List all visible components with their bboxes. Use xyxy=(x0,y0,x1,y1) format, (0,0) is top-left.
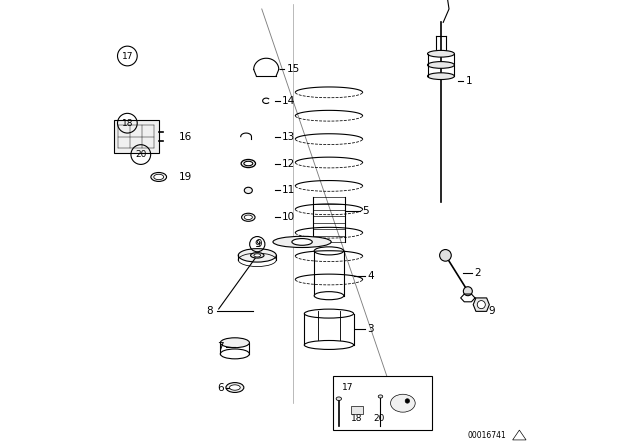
Ellipse shape xyxy=(428,51,454,57)
Text: 4: 4 xyxy=(367,271,374,280)
Ellipse shape xyxy=(244,187,252,194)
Circle shape xyxy=(477,301,485,309)
Bar xyxy=(351,406,362,414)
Text: 5: 5 xyxy=(362,206,369,215)
Text: 12: 12 xyxy=(282,159,295,168)
FancyBboxPatch shape xyxy=(114,120,159,153)
Text: 15: 15 xyxy=(287,65,300,74)
Text: 17: 17 xyxy=(122,52,133,60)
Ellipse shape xyxy=(292,238,312,246)
Text: 7: 7 xyxy=(217,342,224,352)
Text: 11: 11 xyxy=(282,185,295,195)
Text: 17: 17 xyxy=(342,383,354,392)
Ellipse shape xyxy=(254,254,260,257)
Ellipse shape xyxy=(244,161,253,166)
Text: 3: 3 xyxy=(367,324,374,334)
Text: 14: 14 xyxy=(282,96,295,106)
Text: 13: 13 xyxy=(282,132,295,142)
Ellipse shape xyxy=(336,397,342,401)
Ellipse shape xyxy=(378,395,383,398)
Ellipse shape xyxy=(244,215,252,220)
Ellipse shape xyxy=(220,338,250,348)
Circle shape xyxy=(463,287,472,296)
Text: 8: 8 xyxy=(206,306,212,316)
Circle shape xyxy=(440,250,451,261)
Ellipse shape xyxy=(305,340,354,349)
Polygon shape xyxy=(473,298,490,311)
Ellipse shape xyxy=(428,73,454,80)
Text: 9: 9 xyxy=(488,306,495,316)
Ellipse shape xyxy=(226,383,244,392)
Polygon shape xyxy=(513,430,526,440)
Ellipse shape xyxy=(273,237,332,247)
Circle shape xyxy=(405,399,410,403)
Bar xyxy=(333,376,432,430)
Text: 10: 10 xyxy=(282,212,295,222)
Text: 6: 6 xyxy=(217,383,224,392)
Ellipse shape xyxy=(428,62,454,69)
Ellipse shape xyxy=(238,249,276,262)
Ellipse shape xyxy=(154,174,164,180)
Text: 20: 20 xyxy=(374,414,385,423)
Text: 00016741: 00016741 xyxy=(468,431,507,440)
Text: 2: 2 xyxy=(475,268,481,278)
Ellipse shape xyxy=(242,213,255,221)
Text: 1: 1 xyxy=(466,76,472,86)
Ellipse shape xyxy=(390,394,415,412)
Text: c: c xyxy=(233,384,237,391)
Text: 20: 20 xyxy=(135,150,147,159)
Text: 18: 18 xyxy=(351,414,363,423)
Text: 19: 19 xyxy=(179,172,192,182)
Text: 16: 16 xyxy=(179,132,192,142)
Ellipse shape xyxy=(151,172,166,181)
Text: 18: 18 xyxy=(122,119,133,128)
Ellipse shape xyxy=(251,253,264,258)
Text: 9: 9 xyxy=(255,240,260,249)
Ellipse shape xyxy=(314,292,344,300)
Ellipse shape xyxy=(230,385,240,390)
Text: 9: 9 xyxy=(255,239,262,249)
